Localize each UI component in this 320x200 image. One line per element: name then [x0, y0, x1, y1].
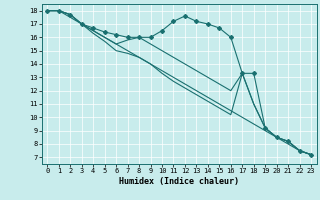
- X-axis label: Humidex (Indice chaleur): Humidex (Indice chaleur): [119, 177, 239, 186]
